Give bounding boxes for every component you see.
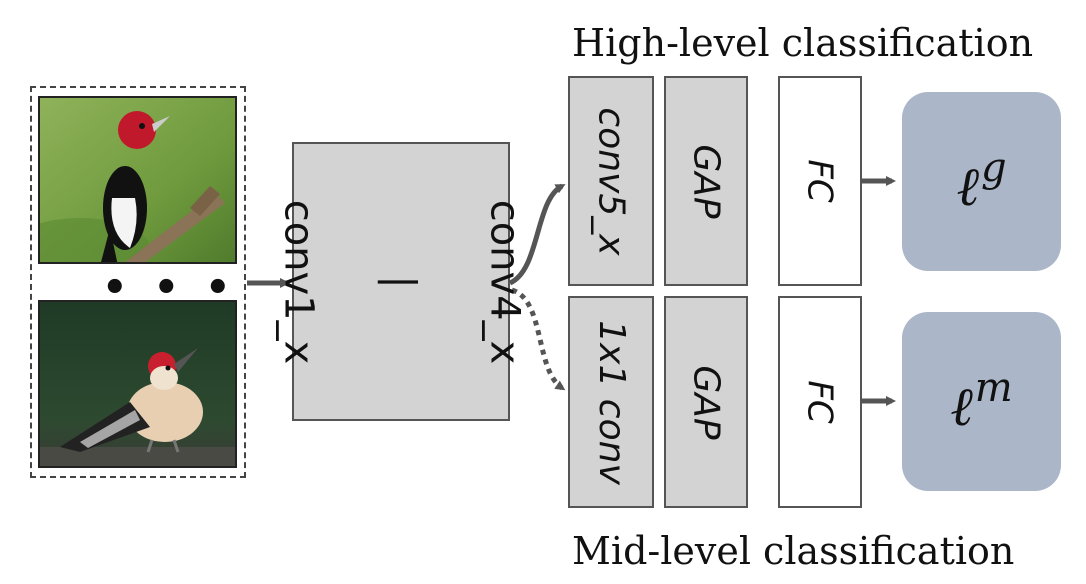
gap-block-high: GAP: [664, 76, 748, 286]
conv1x1-block: 1x1 conv: [568, 296, 654, 508]
conv5-label: conv5_x: [590, 106, 632, 256]
backbone-to-conv5-arrow: [508, 183, 566, 286]
woodpecker-photo-1: [38, 96, 237, 264]
woodpecker-photo-2: [38, 300, 237, 468]
loss-mid-label: ℓm: [950, 365, 1013, 438]
conv5-block: conv5_x: [568, 76, 654, 286]
conv1x1-label: 1x1 conv: [590, 319, 632, 485]
backbone-top-label: conv4_x: [481, 199, 528, 364]
gap-block-mid: GAP: [664, 296, 748, 508]
backbone-to-1x1conv-arrow: [510, 287, 566, 391]
mid-level-title: Mid-level classification: [572, 529, 1015, 573]
backbone-bottom-label: conv1_x: [274, 199, 321, 364]
fc-block-high: FC: [778, 76, 862, 286]
input-images-frame: [30, 86, 246, 478]
high-level-title: High-level classification: [572, 21, 1034, 65]
woodpecker-perched-icon: [40, 98, 235, 262]
backbone-block: [292, 142, 510, 421]
gap-label-high: GAP: [685, 143, 727, 219]
fc-label-mid: FC: [799, 380, 840, 424]
loss-global-box: ℓg: [902, 92, 1061, 271]
fc-block-mid: FC: [778, 296, 862, 508]
woodpecker-ground-icon: [40, 302, 235, 466]
loss-mid-box: ℓm: [902, 312, 1061, 491]
gap-label-mid: GAP: [685, 364, 727, 440]
loss-global-label: ℓg: [956, 145, 1007, 218]
backbone-separator: |: [378, 274, 425, 289]
fc-label-high: FC: [799, 159, 840, 203]
